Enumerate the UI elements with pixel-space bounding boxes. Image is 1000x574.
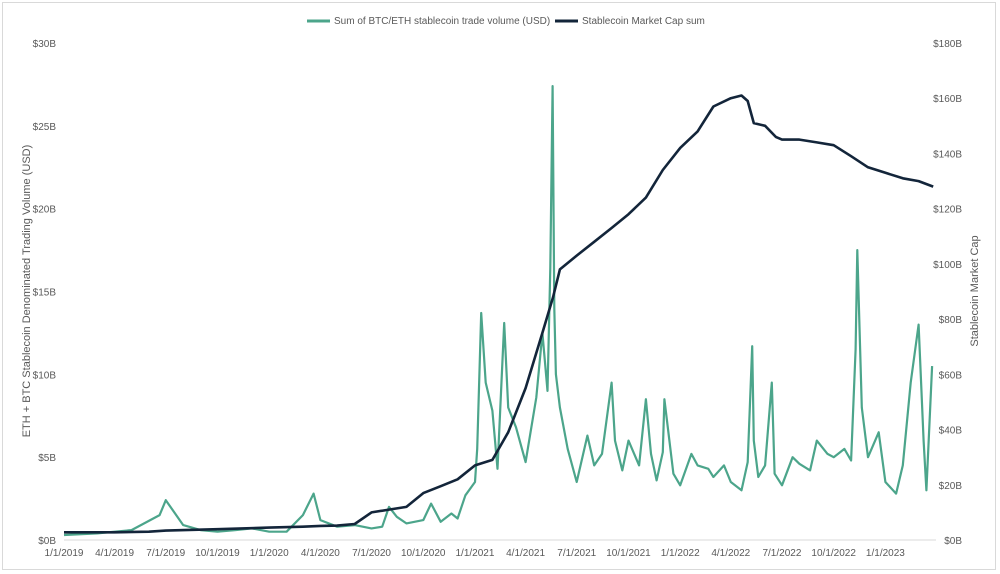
x-tick-label: 1/1/2023 [866, 548, 905, 559]
x-tick-label: 1/1/2022 [661, 548, 700, 559]
right-tick-label: $180B [933, 39, 962, 50]
x-tick-label: 1/1/2021 [456, 548, 495, 559]
right-tick-label: $0B [944, 536, 962, 547]
right-tick-label: $120B [933, 205, 962, 216]
right-tick-label: $80B [939, 315, 963, 326]
x-axis-ticks: 1/1/2019 4/1/2019 7/1/2019 10/1/2019 1/1/202… [45, 548, 906, 559]
right-axis-title: Stablecoin Market Cap [969, 235, 981, 346]
x-tick-label: 4/1/2019 [95, 548, 134, 559]
legend-label-marketcap: Stablecoin Market Cap sum [582, 16, 705, 27]
x-tick-label: 7/1/2021 [557, 548, 596, 559]
x-tick-label: 7/1/2019 [146, 548, 185, 559]
series-layer [63, 84, 934, 537]
x-tick-label: 4/1/2020 [301, 548, 340, 559]
right-tick-label: $60B [939, 370, 963, 381]
series-line-trade-volume [63, 84, 934, 537]
right-tick-label: $20B [939, 481, 963, 492]
series-line-market-cap [64, 94, 934, 534]
x-tick-label: 4/1/2021 [506, 548, 545, 559]
right-tick-label: $40B [939, 426, 963, 437]
x-tick-label: 7/1/2020 [352, 548, 391, 559]
right-tick-label: $140B [933, 149, 962, 160]
x-tick-label: 1/1/2020 [250, 548, 289, 559]
left-tick-label: $10B [33, 370, 57, 381]
left-axis-ticks: $0B $5B $10B $15B $20B $25B $30B [33, 39, 57, 547]
left-tick-label: $15B [33, 288, 57, 299]
x-tick-label: 10/1/2020 [401, 548, 446, 559]
x-tick-label: 10/1/2021 [606, 548, 651, 559]
left-axis-title: ETH + BTC Stablecoin Denominated Trading… [21, 145, 33, 438]
x-tick-label: 10/1/2022 [811, 548, 856, 559]
left-tick-label: $5B [38, 453, 56, 464]
x-tick-label: 1/1/2019 [45, 548, 84, 559]
legend: Sum of BTC/ETH stablecoin trade volume (… [307, 16, 705, 27]
left-tick-label: $20B [33, 205, 57, 216]
right-axis-ticks: $0B $20B $40B $60B $80B $100B $120B $140B $160B $… [933, 39, 962, 547]
left-tick-label: $0B [38, 536, 56, 547]
x-tick-label: 4/1/2022 [711, 548, 750, 559]
left-tick-label: $30B [33, 39, 57, 50]
x-tick-label: 7/1/2022 [762, 548, 801, 559]
legend-label-volume: Sum of BTC/ETH stablecoin trade volume (… [334, 16, 550, 27]
right-tick-label: $100B [933, 260, 962, 271]
x-tick-label: 10/1/2019 [195, 548, 240, 559]
left-tick-label: $25B [33, 122, 57, 133]
right-tick-label: $160B [933, 94, 962, 105]
